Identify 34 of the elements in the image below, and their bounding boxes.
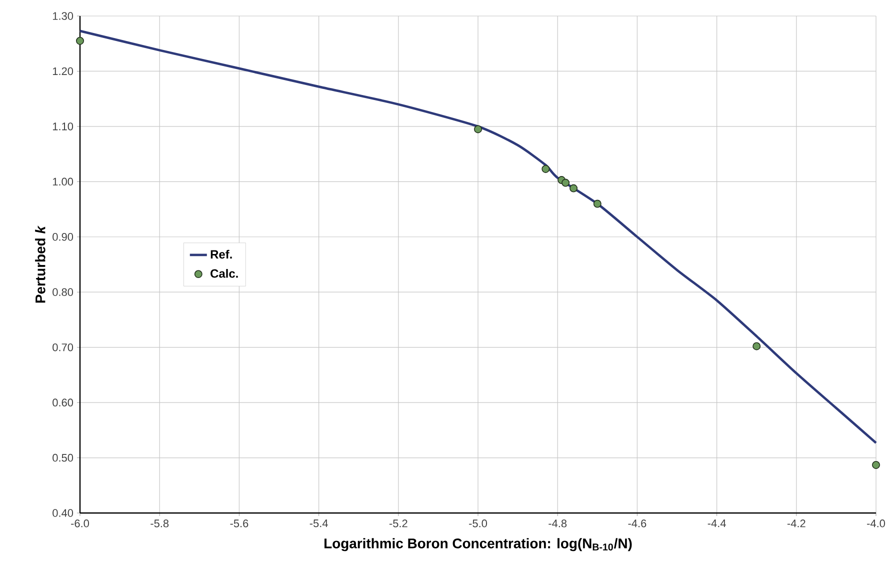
x-axis-title: Logarithmic Boron Concentration: log(N$_{B-10}$/N)	[324, 538, 632, 552]
x-tick-label: -5.2	[389, 520, 408, 528]
line-series	[78, 30, 878, 444]
y-tick-label: 0.70	[52, 343, 74, 352]
y-tick-label: 0.60	[52, 398, 74, 406]
x-tick-label: -5.6	[230, 520, 248, 528]
x-tick-label: -4.6	[628, 520, 646, 528]
y-tick-label: 1.10	[52, 122, 74, 130]
x-tick-label: -4.4	[708, 520, 726, 528]
x-tick-label: -6.0	[71, 520, 90, 528]
y-axis-title: Perturbed k	[35, 225, 46, 303]
legend-label: Calc.	[210, 268, 238, 278]
y-tick-label: 1.30	[52, 12, 74, 20]
x-tick-label: -4.8	[548, 520, 567, 528]
point	[570, 184, 578, 192]
x-tick-label: -5.8	[150, 520, 169, 528]
y-tick-label: 0.40	[52, 509, 74, 517]
y-tick-label: 1.00	[52, 178, 74, 186]
point	[872, 460, 880, 469]
y-tick-label: 0.80	[52, 288, 74, 296]
y-tick-label: 0.50	[52, 454, 74, 462]
point	[752, 342, 761, 350]
point	[562, 178, 570, 187]
y-tick-label: 1.20	[52, 67, 74, 76]
legend-label: Ref.	[210, 250, 232, 259]
x-tick-label: -4.0	[867, 520, 886, 528]
point	[474, 125, 482, 134]
x-tick-label: -5.4	[310, 520, 328, 528]
point	[542, 164, 550, 173]
point	[593, 200, 602, 208]
point	[76, 36, 84, 45]
x-tick-label: -5.0	[469, 520, 488, 528]
y-tick-label: 0.90	[52, 233, 74, 241]
x-tick-label: -4.2	[787, 520, 806, 528]
